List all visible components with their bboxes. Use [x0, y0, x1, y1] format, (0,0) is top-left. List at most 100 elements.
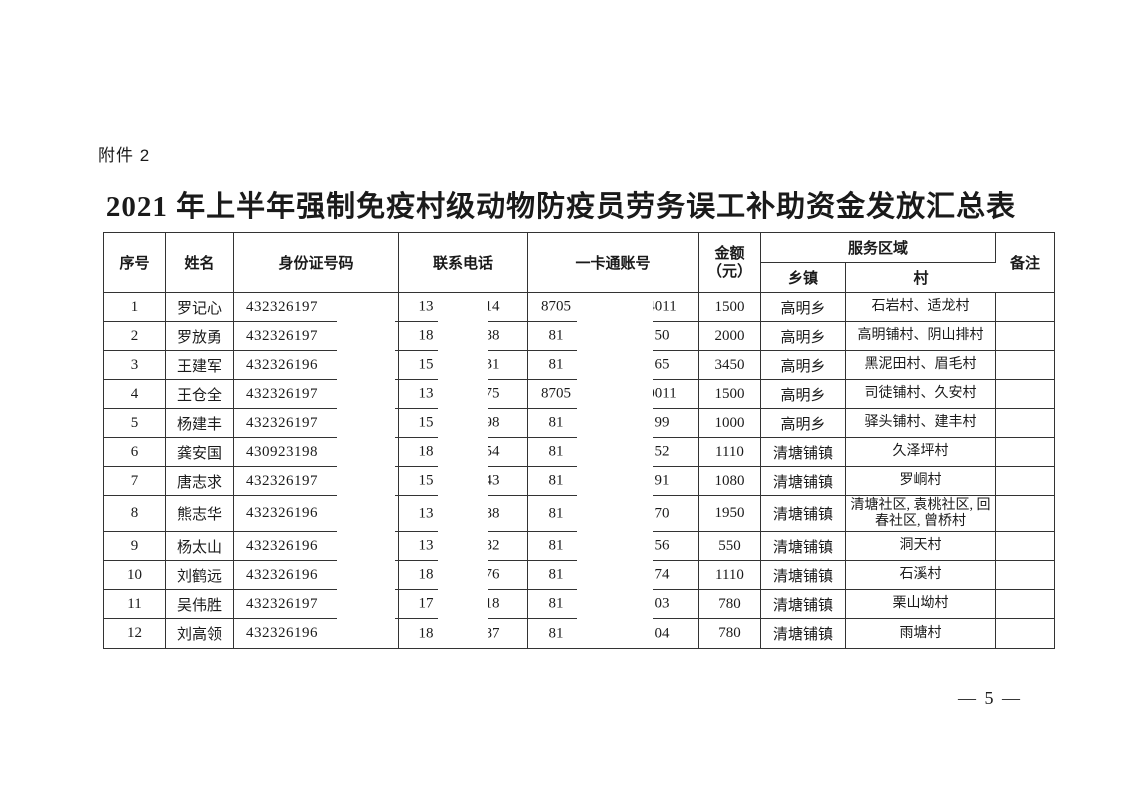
- cell-amount: 1110: [699, 561, 761, 590]
- account-prefix: 8705: [541, 385, 571, 402]
- cell-amount: 780: [699, 619, 761, 648]
- id-number-visible: 432326196: [246, 537, 318, 554]
- redaction-mask: [337, 354, 395, 383]
- redaction-mask: [577, 622, 653, 648]
- redaction-mask: [337, 622, 395, 648]
- cell-village: 驿头铺村、建丰村: [846, 409, 997, 438]
- id-number-visible: 432326196: [246, 566, 318, 583]
- account-suffix: 56: [654, 537, 670, 554]
- cell-name: 杨太山: [166, 532, 234, 561]
- phone-prefix: 18: [418, 327, 434, 344]
- header-township: 乡镇: [761, 263, 846, 293]
- cell-phone: 17 18: [399, 590, 528, 622]
- cell-phone: 18 88: [399, 322, 528, 354]
- cell-village: 清塘社区, 袁桃社区, 回春社区, 曾桥村: [846, 496, 997, 532]
- table-row: 8 熊志华 432326196 13 88 81 70 1950 清塘铺镇 清塘…: [104, 496, 1054, 535]
- redaction-mask: [337, 564, 395, 593]
- phone-prefix: 15: [418, 356, 434, 373]
- cell-remarks: [996, 409, 1054, 438]
- cell-account: 81 04: [528, 619, 699, 648]
- cell-name: 杨建丰: [166, 409, 234, 438]
- redaction-mask: [438, 325, 488, 354]
- phone-suffix: 75: [484, 385, 500, 402]
- redaction-mask: [577, 354, 653, 383]
- header-phone: 联系电话: [399, 233, 528, 293]
- cell-township: 高明乡: [761, 322, 846, 351]
- redaction-mask: [337, 383, 395, 412]
- phone-prefix: 18: [418, 625, 434, 641]
- cell-account: 81 74: [528, 561, 699, 593]
- header-village: 村: [846, 263, 997, 293]
- cell-name: 罗放勇: [166, 322, 234, 351]
- cell-phone: 13 82: [399, 532, 528, 564]
- redaction-mask: [577, 593, 653, 622]
- id-number-visible: 432326197: [246, 595, 318, 612]
- phone-suffix: 54: [484, 443, 500, 460]
- account-suffix: 91: [654, 472, 670, 489]
- header-account: 一卡通账号: [528, 233, 699, 293]
- cell-name: 王仓全: [166, 380, 234, 409]
- cell-township: 高明乡: [761, 409, 846, 438]
- cell-id-number: 432326197: [234, 380, 399, 412]
- phone-suffix: 18: [484, 595, 500, 612]
- account-suffix: 4011: [647, 298, 677, 315]
- cell-account: 81 52: [528, 438, 699, 470]
- cell-account: 81 99: [528, 409, 699, 441]
- redaction-mask: [577, 470, 653, 499]
- cell-amount: 1500: [699, 380, 761, 409]
- phone-suffix: 14: [484, 298, 500, 315]
- redaction-mask: [577, 296, 653, 325]
- redaction-mask: [438, 593, 488, 622]
- table-row: 12 刘高领 432326196 18 87 81 04 780 清塘铺镇 雨塘…: [104, 619, 1054, 648]
- redaction-mask: [337, 325, 395, 354]
- table-row: 1 罗记心 432326197 13 14 8705 4011 1500 高明乡…: [104, 293, 1054, 325]
- cell-index: 10: [104, 561, 166, 590]
- phone-suffix: 88: [484, 327, 500, 344]
- cell-phone: 15 31: [399, 351, 528, 383]
- redaction-mask: [337, 441, 395, 470]
- redaction-mask: [577, 412, 653, 441]
- phone-suffix: 87: [484, 625, 500, 641]
- cell-index: 11: [104, 590, 166, 619]
- redaction-mask: [438, 564, 488, 593]
- redaction-mask: [337, 296, 395, 325]
- account-suffix: 03: [654, 595, 670, 612]
- phone-suffix: 31: [484, 356, 500, 373]
- cell-name: 龚安国: [166, 438, 234, 467]
- account-prefix: 81: [548, 356, 564, 373]
- account-suffix: 99: [654, 414, 670, 431]
- header-amount-line2: （元）: [706, 263, 752, 280]
- cell-amount: 1500: [699, 293, 761, 322]
- cell-index: 9: [104, 532, 166, 561]
- cell-index: 12: [104, 619, 166, 648]
- cell-village: 石岩村、适龙村: [846, 293, 997, 322]
- account-suffix: 50: [654, 327, 670, 344]
- phone-prefix: 18: [418, 443, 434, 460]
- cell-township: 清塘铺镇: [761, 467, 846, 496]
- page-title: 2021 年上半年强制免疫村级动物防疫员劳务误工补助资金发放汇总表: [105, 191, 1017, 223]
- account-prefix: 8705: [541, 298, 571, 315]
- redaction-mask: [438, 354, 488, 383]
- account-suffix: 0011: [647, 385, 677, 402]
- phone-suffix: 88: [484, 505, 500, 521]
- cell-index: 7: [104, 467, 166, 496]
- cell-id-number: 432326197: [234, 467, 399, 499]
- redaction-mask: [337, 593, 395, 622]
- cell-remarks: [996, 619, 1054, 648]
- redaction-mask: [337, 535, 395, 564]
- cell-name: 刘高领: [166, 619, 234, 648]
- cell-remarks: [996, 351, 1054, 380]
- table-row: 3 王建军 432326196 15 31 81 65 3450 高明乡 黑泥田…: [104, 351, 1054, 383]
- cell-id-number: 432326196: [234, 496, 399, 535]
- id-number-visible: 430923198: [246, 443, 318, 460]
- redaction-mask: [438, 412, 488, 441]
- account-prefix: 81: [548, 595, 564, 612]
- cell-remarks: [996, 438, 1054, 467]
- cell-amount: 780: [699, 590, 761, 619]
- id-number-visible: 432326196: [246, 625, 318, 641]
- account-prefix: 81: [548, 327, 564, 344]
- cell-phone: 13 88: [399, 496, 528, 535]
- cell-remarks: [996, 532, 1054, 561]
- cell-remarks: [996, 322, 1054, 351]
- account-suffix: 70: [654, 505, 670, 521]
